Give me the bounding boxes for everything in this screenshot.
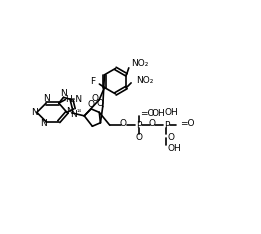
Text: N: N: [31, 108, 38, 117]
Text: ¹⁴: ¹⁴: [77, 110, 82, 115]
Text: N: N: [40, 119, 47, 128]
Text: N: N: [60, 89, 67, 98]
Text: NO₂: NO₂: [136, 76, 153, 85]
Text: O: O: [135, 133, 142, 142]
Text: OH: OH: [151, 109, 165, 118]
Text: NO₂: NO₂: [131, 59, 149, 68]
Text: OH: OH: [164, 108, 178, 117]
Text: N: N: [70, 110, 77, 119]
Text: O: O: [119, 119, 126, 128]
Text: F: F: [90, 77, 95, 86]
Text: O: O: [168, 133, 175, 142]
Text: P: P: [136, 121, 141, 130]
Text: P: P: [164, 121, 169, 130]
Text: O: O: [149, 119, 156, 128]
Text: O: O: [97, 99, 104, 108]
Text: N: N: [43, 94, 50, 103]
Text: N: N: [66, 107, 73, 116]
Text: =O: =O: [180, 119, 195, 128]
Text: O: O: [91, 94, 98, 103]
Text: OH: OH: [168, 144, 181, 153]
Text: =O: =O: [140, 109, 154, 118]
Text: O: O: [88, 100, 95, 109]
Text: H₂N: H₂N: [65, 95, 82, 104]
